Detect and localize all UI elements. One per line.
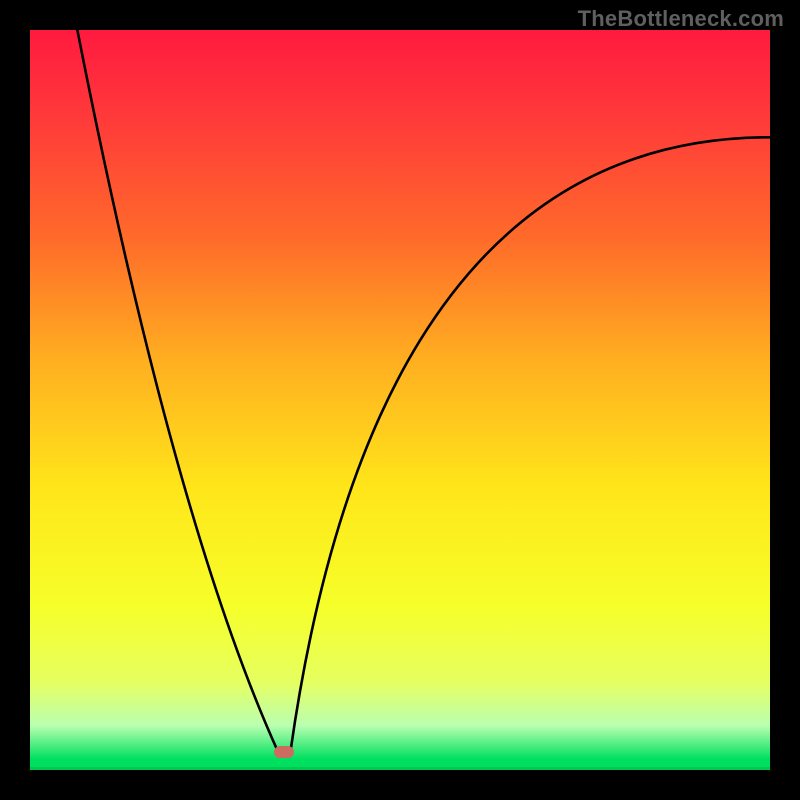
curve-svg — [30, 30, 770, 770]
watermark-text: TheBottleneck.com — [578, 6, 784, 32]
chart-frame: TheBottleneck.com — [0, 0, 800, 800]
curve-left-branch — [77, 30, 278, 752]
curve-right-branch — [290, 137, 770, 751]
min-marker — [274, 746, 294, 758]
plot-area — [30, 30, 770, 770]
